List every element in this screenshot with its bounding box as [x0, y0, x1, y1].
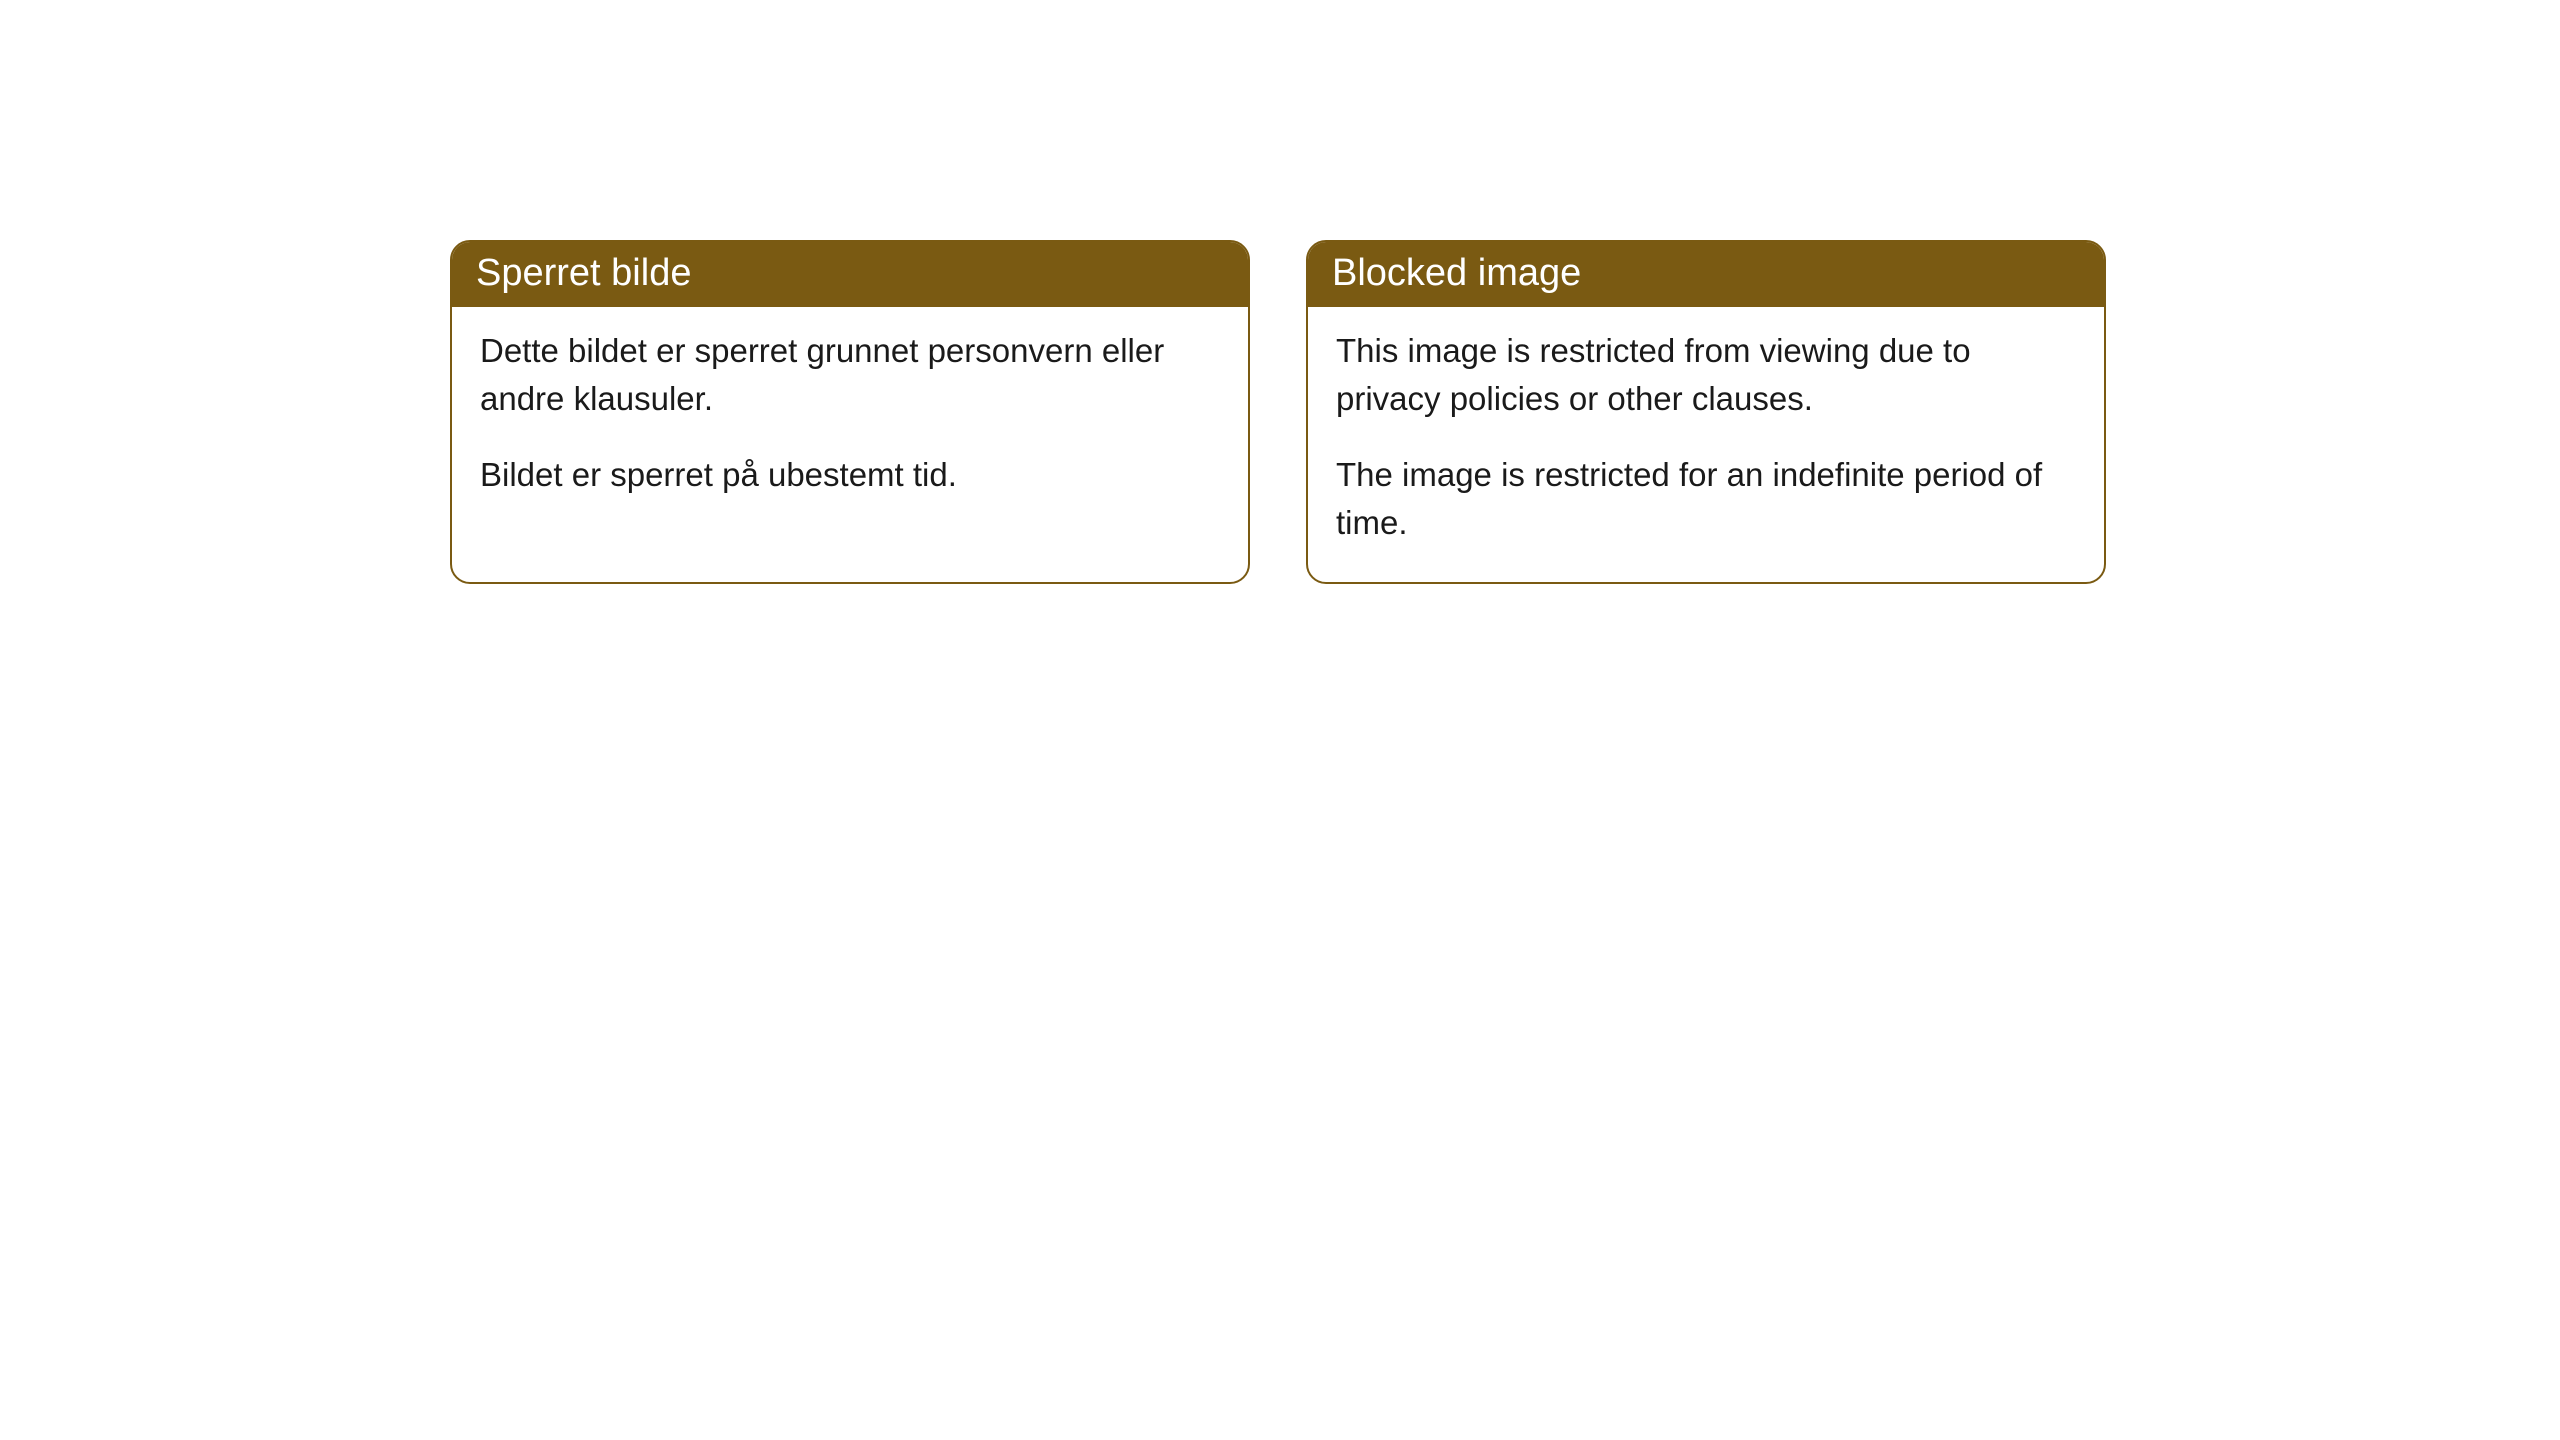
blocked-image-card-norwegian: Sperret bilde Dette bildet er sperret gr… — [450, 240, 1250, 584]
card-paragraph: Dette bildet er sperret grunnet personve… — [480, 327, 1220, 423]
card-body: Dette bildet er sperret grunnet personve… — [452, 307, 1248, 535]
card-title: Sperret bilde — [452, 242, 1248, 307]
notice-container: Sperret bilde Dette bildet er sperret gr… — [0, 0, 2560, 584]
card-paragraph: The image is restricted for an indefinit… — [1336, 451, 2076, 547]
card-paragraph: Bildet er sperret på ubestemt tid. — [480, 451, 1220, 499]
card-body: This image is restricted from viewing du… — [1308, 307, 2104, 582]
card-paragraph: This image is restricted from viewing du… — [1336, 327, 2076, 423]
card-title: Blocked image — [1308, 242, 2104, 307]
blocked-image-card-english: Blocked image This image is restricted f… — [1306, 240, 2106, 584]
